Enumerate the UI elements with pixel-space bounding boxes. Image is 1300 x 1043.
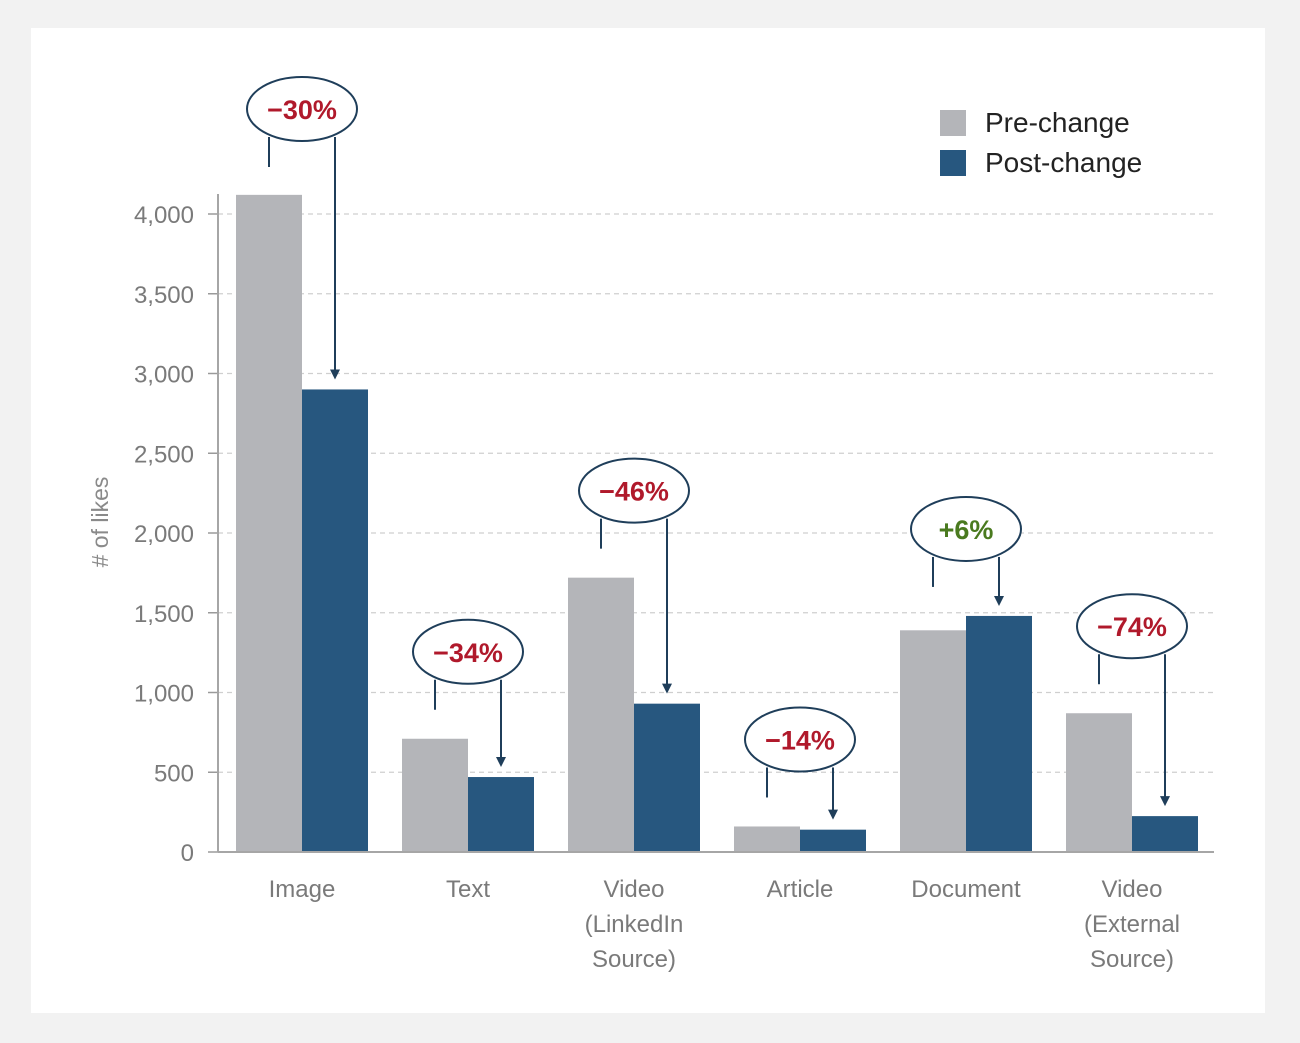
x-category-label: (LinkedIn [585, 911, 684, 938]
x-category-label: Video [1102, 876, 1163, 903]
annotation-arrowhead [1160, 796, 1170, 807]
bar-pre-change-2 [568, 577, 634, 852]
change-annotations: −30% −34% −46% −14% +6% −74% [246, 76, 1188, 820]
bar-post-change-4 [966, 615, 1032, 852]
legend-label: Pre-change [985, 107, 1130, 138]
legend-label: Post-change [985, 147, 1142, 178]
y-axis-label: # of likes [87, 477, 113, 568]
annotation-label: +6% [939, 515, 994, 545]
y-tick-label: 3,500 [134, 282, 194, 309]
annotation-label: −34% [433, 638, 503, 668]
y-axis-ticks: 0 500 1,000 1,500 2,000 2,500 3,000 3,500 4,000 [134, 202, 218, 867]
x-category-label: Source) [1090, 946, 1174, 973]
x-category-label: Video [604, 876, 665, 903]
annotation-arrowhead [828, 809, 838, 820]
bars [236, 194, 1198, 853]
annotation-bubble [412, 618, 524, 685]
y-tick-label: 3,000 [134, 362, 194, 389]
annotation-3: −14% [744, 706, 856, 820]
bar-post-change-3 [800, 829, 866, 852]
annotation-label: −46% [599, 477, 669, 507]
x-category-label: Source) [592, 946, 676, 973]
y-tick-label: 1,000 [134, 681, 194, 708]
annotation-label: −74% [1097, 612, 1167, 642]
y-tick-label: 1,500 [134, 601, 194, 628]
x-category-label: Text [446, 876, 490, 903]
bar-post-change-5 [1132, 816, 1198, 852]
annotation-bubble [744, 706, 856, 773]
legend-swatch [940, 110, 966, 136]
x-category-label: (External [1084, 911, 1180, 938]
bar-post-change-0 [302, 389, 368, 852]
annotation-arrowhead [662, 683, 672, 694]
legend-swatch [940, 150, 966, 176]
annotation-bubble [910, 495, 1022, 562]
x-category-label: Image [269, 876, 336, 903]
x-axis-categories: Image Text Video (LinkedIn Source) Article Doc… [269, 876, 1180, 973]
annotation-2: −46% [578, 457, 690, 694]
bar-post-change-2 [634, 703, 700, 852]
annotation-bubble [246, 76, 358, 142]
annotation-bubble [1076, 593, 1188, 660]
bar-pre-change-5 [1066, 713, 1132, 852]
gridlines [218, 213, 1214, 773]
y-tick-label: 0 [181, 840, 194, 867]
y-tick-label: 2,000 [134, 521, 194, 548]
y-tick-label: 4,000 [134, 202, 194, 229]
annotation-arrowhead [496, 757, 506, 768]
annotation-1: −34% [412, 618, 524, 768]
annotation-label: −14% [765, 725, 835, 755]
x-category-label: Article [767, 876, 834, 903]
legend: Pre-change Post-change [940, 107, 1142, 178]
annotation-0: −30% [246, 76, 358, 380]
annotation-bubble [578, 457, 690, 524]
bar-pre-change-4 [900, 630, 966, 852]
annotation-label: −30% [267, 95, 337, 125]
axes [217, 194, 1214, 853]
y-tick-label: 500 [154, 760, 194, 787]
x-category-label: Document [911, 876, 1021, 903]
y-tick-label: 2,500 [134, 441, 194, 468]
annotation-arrowhead [994, 595, 1004, 606]
annotation-4: +6% [910, 495, 1022, 606]
annotation-5: −74% [1076, 593, 1188, 807]
bar-post-change-1 [468, 777, 534, 852]
annotation-arrowhead [330, 369, 340, 380]
bar-pre-change-0 [236, 194, 302, 853]
bar-pre-change-3 [734, 826, 800, 852]
bar-pre-change-1 [402, 738, 468, 852]
